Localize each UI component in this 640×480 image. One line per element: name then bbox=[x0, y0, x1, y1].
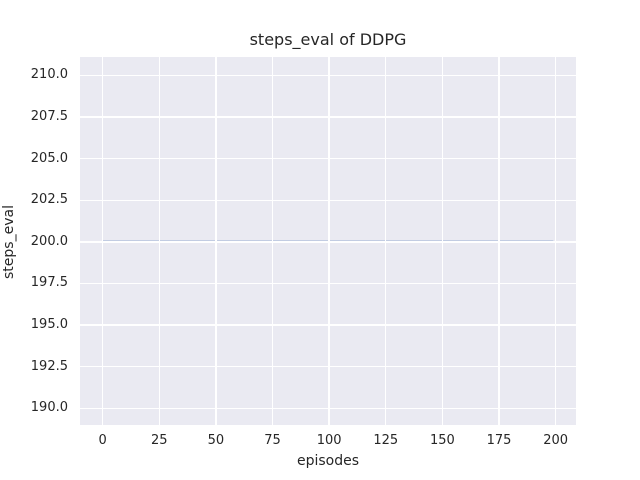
y-tick-label: 190.0 bbox=[30, 400, 68, 416]
x-tick-label: 200 bbox=[543, 433, 569, 448]
y-tick-label: 202.5 bbox=[30, 192, 68, 208]
plot-area bbox=[80, 57, 576, 425]
x-tick-label: 150 bbox=[429, 433, 455, 448]
y-tick-label: 195.0 bbox=[30, 317, 68, 333]
gridline-vertical bbox=[158, 57, 160, 425]
gridline-vertical bbox=[498, 57, 500, 425]
y-tick-label: 200.0 bbox=[30, 233, 68, 249]
x-axis-label: episodes bbox=[296, 453, 360, 469]
chart-title: steps_eval of DDPG bbox=[249, 30, 407, 49]
x-tick-label: 125 bbox=[373, 433, 399, 448]
gridline-vertical bbox=[441, 57, 444, 425]
y-tick-label: 192.5 bbox=[30, 358, 68, 374]
gridline-horizontal bbox=[80, 157, 576, 160]
x-tick-label: 75 bbox=[264, 433, 281, 448]
gridline-horizontal bbox=[80, 282, 576, 285]
gridline-vertical bbox=[554, 57, 557, 425]
gridline-vertical bbox=[101, 57, 104, 425]
gridline-horizontal bbox=[80, 407, 576, 410]
x-tick-label: 100 bbox=[316, 433, 342, 448]
gridline-horizontal bbox=[80, 366, 576, 368]
y-tick-label: 207.5 bbox=[30, 108, 68, 124]
gridline-horizontal bbox=[80, 241, 576, 243]
y-tick-label: 210.0 bbox=[30, 67, 68, 83]
gridline-vertical bbox=[215, 57, 217, 425]
y-axis-label: steps_eval bbox=[1, 205, 17, 279]
x-tick-label: 0 bbox=[98, 433, 107, 448]
gridline-vertical bbox=[271, 57, 274, 425]
gridline-horizontal bbox=[80, 116, 576, 118]
y-tick-label: 197.5 bbox=[30, 275, 68, 291]
gridline-horizontal bbox=[80, 74, 576, 76]
x-tick-label: 175 bbox=[486, 433, 512, 448]
gridline-vertical bbox=[328, 57, 330, 425]
gridline-horizontal bbox=[80, 324, 576, 326]
y-tick-label: 205.0 bbox=[30, 150, 68, 166]
gridline-vertical bbox=[385, 57, 387, 425]
x-tick-label: 50 bbox=[207, 433, 225, 448]
gridline-horizontal bbox=[80, 199, 576, 201]
x-tick-label: 25 bbox=[150, 433, 168, 448]
